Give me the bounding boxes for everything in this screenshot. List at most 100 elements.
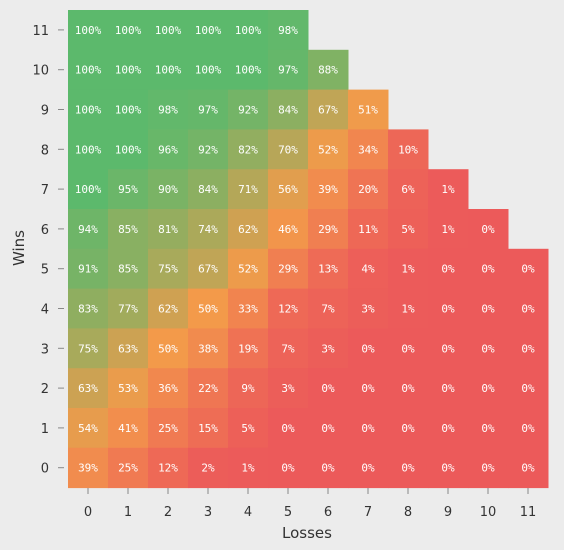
cell-value-label: 0% [441, 422, 455, 435]
cell-value-label: 5% [401, 223, 415, 236]
cell-value-label: 75% [158, 263, 178, 276]
heatmap-cell [228, 368, 269, 409]
cell-value-label: 0% [521, 263, 535, 276]
cell-value-label: 1% [441, 183, 455, 196]
heatmap-cell [388, 209, 429, 250]
cell-value-label: 29% [278, 263, 298, 276]
cell-value-label: 7% [321, 303, 335, 316]
cell-value-label: 51% [358, 104, 378, 117]
heatmap-cell [228, 248, 269, 290]
y-tick-label: 10 [32, 64, 49, 79]
x-tick-label: 11 [520, 505, 537, 520]
cell-value-label: 98% [278, 24, 298, 37]
cell-value-label: 100% [235, 24, 262, 37]
cell-value-label: 0% [321, 422, 335, 435]
cell-value-label: 52% [238, 263, 258, 276]
heatmap-cell [428, 288, 469, 329]
cell-value-label: 67% [198, 263, 218, 276]
heatmap-cell [388, 288, 429, 329]
cell-value-label: 100% [195, 24, 222, 37]
cell-value-label: 7% [281, 342, 295, 355]
heatmap-cell [308, 89, 349, 130]
heatmap-cell [308, 447, 349, 489]
cell-value-label: 50% [198, 303, 218, 316]
x-tick-label: 4 [244, 505, 252, 520]
heatmap-cell [468, 288, 509, 329]
cell-value-label: 10% [398, 143, 418, 156]
cell-value-label: 33% [238, 303, 258, 316]
heatmap-cell [268, 328, 309, 369]
cell-value-label: 0% [441, 303, 455, 316]
heatmap-cell [148, 248, 189, 290]
cell-value-label: 75% [78, 342, 98, 355]
heatmap-cell [428, 368, 469, 409]
heatmap-cell [228, 10, 269, 51]
heatmap-cell [148, 10, 189, 51]
cell-value-label: 82% [238, 143, 258, 156]
cell-value-label: 0% [361, 462, 375, 475]
cell-value-label: 4% [361, 263, 375, 276]
heatmap-cell [148, 447, 189, 489]
heatmap-cell [348, 408, 389, 449]
heatmap-cell [228, 328, 269, 369]
heatmap-cell [268, 368, 309, 409]
heatmap-cell [188, 209, 229, 250]
heatmap-cell [188, 447, 229, 489]
cell-value-label: 46% [278, 223, 298, 236]
heatmap-cell [508, 368, 549, 409]
heatmap-cell [348, 328, 389, 369]
heatmap-cell [268, 447, 309, 489]
heatmap-cell [188, 89, 229, 130]
heatmap-cell [388, 447, 429, 489]
cell-value-label: 67% [318, 104, 338, 117]
x-tick-label: 5 [284, 505, 292, 520]
x-tick-label: 9 [444, 505, 452, 520]
heatmap-cell [308, 368, 349, 409]
y-tick-label: 4 [41, 303, 49, 318]
cell-value-label: 54% [78, 422, 98, 435]
y-tick-label: 11 [32, 24, 49, 39]
cell-value-label: 53% [118, 382, 138, 395]
cell-value-label: 100% [75, 143, 102, 156]
cell-value-label: 52% [318, 143, 338, 156]
cell-value-label: 25% [118, 462, 138, 475]
cell-value-label: 0% [401, 342, 415, 355]
heatmap-cell [388, 368, 429, 409]
heatmap-cell [308, 248, 349, 290]
cell-value-label: 13% [318, 263, 338, 276]
cell-value-label: 91% [78, 263, 98, 276]
heatmap-cell [228, 408, 269, 449]
x-tick-label: 0 [84, 505, 92, 520]
cell-value-label: 41% [118, 422, 138, 435]
cell-value-label: 1% [401, 303, 415, 316]
y-axis-title: Wins [10, 230, 28, 266]
heatmap-cell [228, 209, 269, 250]
cell-value-label: 84% [198, 183, 218, 196]
cell-value-label: 1% [401, 263, 415, 276]
heatmap-cell [108, 129, 149, 170]
heatmap-cell [108, 49, 149, 91]
cell-value-label: 12% [278, 303, 298, 316]
heatmap-cell [428, 408, 469, 449]
heatmap-cell [348, 248, 389, 290]
x-tick-label: 6 [324, 505, 332, 520]
heatmap-cell [468, 408, 509, 449]
cell-value-label: 0% [441, 263, 455, 276]
cell-value-label: 0% [481, 462, 495, 475]
heatmap-cell [308, 408, 349, 449]
heatmap-cell [348, 288, 389, 329]
heatmap-cell [228, 49, 269, 91]
cell-value-label: 3% [281, 382, 295, 395]
cell-value-label: 0% [361, 382, 375, 395]
cell-value-label: 77% [118, 303, 138, 316]
cell-value-label: 92% [198, 143, 218, 156]
heatmap-cell [428, 169, 469, 210]
x-tick-label: 7 [364, 505, 372, 520]
heatmap-cell [188, 129, 229, 170]
cell-value-label: 39% [318, 183, 338, 196]
cell-value-label: 100% [155, 24, 182, 37]
heatmap-cell [308, 169, 349, 210]
heatmap-cell [148, 209, 189, 250]
cell-value-label: 100% [75, 24, 102, 37]
y-tick-label: 8 [41, 143, 49, 158]
